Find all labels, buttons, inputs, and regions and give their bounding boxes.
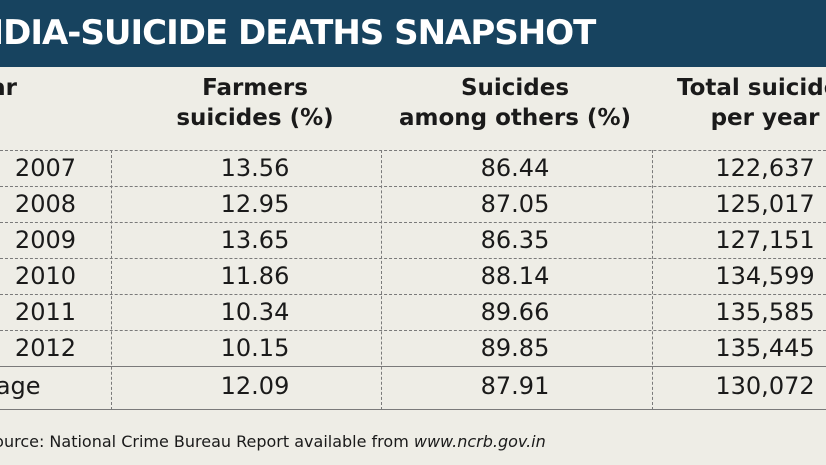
year-cell: 2011 (0, 294, 110, 330)
others-cell: 89.66 (480, 298, 550, 326)
column-header-others: Suicides among others (%) (380, 73, 650, 133)
farmers-cell: 11.86 (220, 262, 290, 290)
column-header-total: Total suicides per year (660, 73, 826, 133)
total-cell: 135,445 (715, 334, 815, 362)
year-cell: Average (0, 368, 110, 404)
row-divider (0, 330, 826, 331)
year-cell: 2012 (0, 330, 110, 366)
column-divider (111, 150, 112, 410)
column-header-farmers: Farmers suicides (%) (150, 73, 360, 133)
column-header-year-label: Year (0, 75, 18, 101)
row-divider (0, 222, 826, 223)
column-header-farmers-line1: Farmers (202, 75, 308, 101)
year-cell: 2008 (0, 186, 110, 222)
table-row: 2007 13.56 86.44 122,637 (0, 150, 826, 186)
year-cell: 2007 (0, 150, 110, 186)
others-cell: 89.85 (480, 334, 550, 362)
year-value: 2009 (14, 226, 76, 254)
others-cell: 86.44 (480, 154, 550, 182)
farmers-cell: 10.15 (220, 334, 290, 362)
column-header-farmers-line2: suicides (%) (176, 105, 334, 131)
table-row: 2008 12.95 87.05 125,017 (0, 186, 826, 222)
column-header-others-line2: among others (%) (398, 105, 631, 131)
column-header-others-line1: Suicides (460, 75, 570, 101)
others-cell: 86.35 (480, 226, 550, 254)
chart-title: INDIA-SUICIDE DEATHS SNAPSHOT (0, 13, 596, 53)
year-cell: 2009 (0, 222, 110, 258)
row-divider (0, 258, 826, 259)
year-value: 2010 (14, 262, 76, 290)
table-row: 2010 11.86 88.14 134,599 (0, 258, 826, 294)
farmers-cell: 10.34 (220, 298, 290, 326)
total-cell: 122,637 (715, 154, 815, 182)
farmers-cell: 12.09 (220, 372, 290, 400)
title-bar: INDIA-SUICIDE DEATHS SNAPSHOT (0, 0, 826, 67)
column-divider (381, 150, 382, 410)
average-label: Average (0, 372, 41, 400)
year-value: 2007 (14, 154, 76, 182)
total-cell: 130,072 (715, 372, 815, 400)
year-value: 2012 (14, 334, 76, 362)
row-divider (0, 409, 826, 410)
column-header-total-line2: per year (710, 105, 820, 131)
others-cell: 88.14 (480, 262, 550, 290)
source-note: Source: National Crime Bureau Report ava… (0, 430, 546, 454)
year-value: 2011 (14, 298, 76, 326)
year-cell: 2010 (0, 258, 110, 294)
year-value: 2008 (14, 190, 76, 218)
column-divider (652, 150, 653, 410)
row-divider (0, 150, 826, 151)
others-cell: 87.05 (480, 190, 550, 218)
row-divider (0, 366, 826, 367)
table-row: 2012 10.15 89.85 135,445 (0, 330, 826, 366)
average-row: Average 12.09 87.91 130,072 (0, 368, 826, 404)
column-header-total-line1: Total suicides (676, 75, 826, 101)
row-divider (0, 294, 826, 295)
row-divider (0, 186, 826, 187)
column-header-year: Year (0, 73, 40, 103)
source-url: www.ncrb.gov.in (413, 432, 546, 451)
table-row: 2009 13.65 86.35 127,151 (0, 222, 826, 258)
table-row: 2011 10.34 89.66 135,585 (0, 294, 826, 330)
farmers-cell: 13.65 (220, 226, 290, 254)
total-cell: 125,017 (715, 190, 815, 218)
farmers-cell: 13.56 (220, 154, 290, 182)
source-text: Source: National Crime Bureau Report ava… (0, 432, 414, 451)
total-cell: 135,585 (715, 298, 815, 326)
total-cell: 134,599 (715, 262, 815, 290)
others-cell: 87.91 (480, 372, 550, 400)
total-cell: 127,151 (715, 226, 815, 254)
farmers-cell: 12.95 (220, 190, 290, 218)
